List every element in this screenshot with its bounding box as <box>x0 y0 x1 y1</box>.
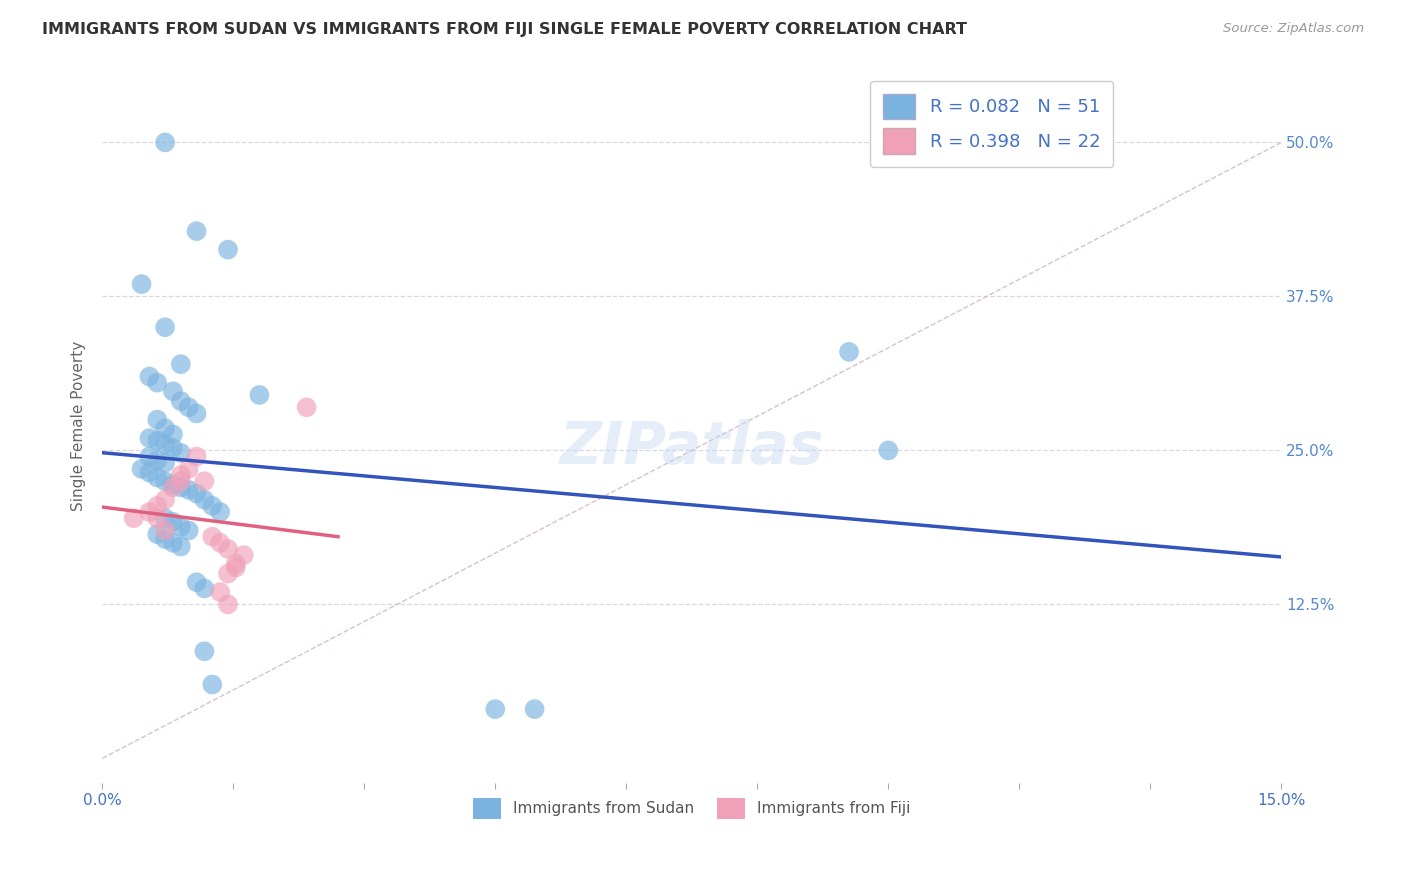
Point <box>170 446 193 460</box>
Point <box>177 462 200 476</box>
Point <box>186 450 208 464</box>
Point <box>186 486 208 500</box>
Point <box>153 421 176 435</box>
Y-axis label: Single Female Poverty: Single Female Poverty <box>72 341 86 511</box>
Point <box>186 224 208 238</box>
Point <box>209 505 232 519</box>
Point <box>249 388 271 402</box>
Point <box>193 474 215 488</box>
Point <box>217 598 239 612</box>
Point <box>201 677 224 691</box>
Legend: Immigrants from Sudan, Immigrants from Fiji: Immigrants from Sudan, Immigrants from F… <box>467 791 917 825</box>
Point <box>146 499 169 513</box>
Point <box>162 515 184 529</box>
Point <box>484 702 506 716</box>
Point <box>193 644 215 658</box>
Point <box>146 527 169 541</box>
Point <box>153 492 176 507</box>
Text: ZIPatlas: ZIPatlas <box>560 418 824 475</box>
Point <box>177 483 200 497</box>
Point <box>232 548 254 562</box>
Point <box>153 532 176 546</box>
Text: IMMIGRANTS FROM SUDAN VS IMMIGRANTS FROM FIJI SINGLE FEMALE POVERTY CORRELATION : IMMIGRANTS FROM SUDAN VS IMMIGRANTS FROM… <box>42 22 967 37</box>
Point <box>217 243 239 257</box>
Point <box>138 505 160 519</box>
Point <box>162 384 184 399</box>
Point <box>225 560 247 574</box>
Point <box>153 136 176 150</box>
Point <box>153 456 176 470</box>
Point <box>170 520 193 534</box>
Point <box>170 468 193 483</box>
Point <box>186 575 208 590</box>
Point <box>170 474 193 488</box>
Point <box>131 462 153 476</box>
Point <box>225 557 247 571</box>
Point <box>162 441 184 455</box>
Point <box>170 480 193 494</box>
Point <box>193 492 215 507</box>
Point <box>131 277 153 292</box>
Point <box>138 431 160 445</box>
Point <box>146 434 169 448</box>
Point <box>153 511 176 525</box>
Point <box>162 478 184 492</box>
Point <box>122 511 145 525</box>
Point <box>186 407 208 421</box>
Point <box>295 401 318 415</box>
Point <box>162 536 184 550</box>
Point <box>193 582 215 596</box>
Point <box>209 585 232 599</box>
Point <box>162 427 184 442</box>
Point <box>153 524 176 538</box>
Point <box>146 470 169 484</box>
Point <box>153 320 176 334</box>
Point <box>153 437 176 451</box>
Point <box>838 344 860 359</box>
Point <box>201 530 224 544</box>
Point <box>146 511 169 525</box>
Point <box>177 401 200 415</box>
Point <box>170 394 193 409</box>
Point <box>523 702 546 716</box>
Point <box>146 376 169 390</box>
Point <box>177 524 200 538</box>
Point <box>153 474 176 488</box>
Point <box>170 540 193 554</box>
Point <box>170 357 193 371</box>
Point <box>201 499 224 513</box>
Point <box>138 450 160 464</box>
Point <box>217 566 239 581</box>
Point <box>138 466 160 480</box>
Point <box>138 369 160 384</box>
Point <box>146 453 169 467</box>
Point <box>217 541 239 556</box>
Point <box>146 412 169 426</box>
Point <box>877 443 900 458</box>
Point <box>209 536 232 550</box>
Point <box>162 480 184 494</box>
Text: Source: ZipAtlas.com: Source: ZipAtlas.com <box>1223 22 1364 36</box>
